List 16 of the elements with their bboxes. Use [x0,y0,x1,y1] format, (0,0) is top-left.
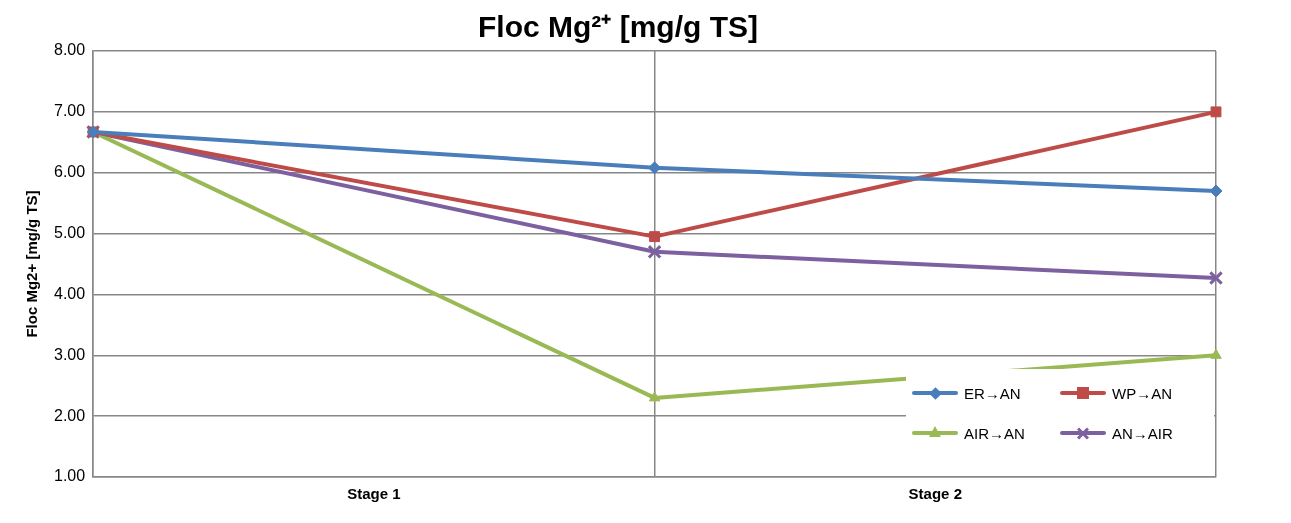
legend-label: ER→AN [964,384,1021,402]
legend-label: WP→AN [1112,384,1172,402]
chart-title: Floc Mg²⁺ [mg/g TS] [478,10,758,44]
y-tick-label: 5.00 [54,223,86,241]
y-tick-label: 7.00 [54,102,86,120]
legend-label: AIR→AN [964,424,1025,442]
legend-label: AN→AIR [1112,424,1173,442]
y-tick-label: 1.00 [54,467,86,485]
y-tick-label: 8.00 [54,41,86,59]
y-axis-title: Floc Mg2+ [mg/g TS] [23,190,41,338]
y-tick-label: 3.00 [54,345,86,363]
text: Stage 1 [347,484,401,502]
y-tick-label: 4.00 [54,284,86,302]
y-tick-label: 2.00 [54,406,86,424]
text: Stage 2 [908,484,962,502]
y-tick-label: 6.00 [54,163,86,181]
